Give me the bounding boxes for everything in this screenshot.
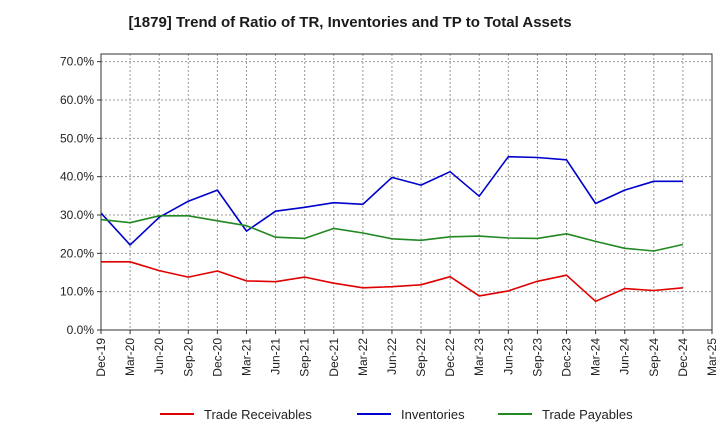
plot-frame bbox=[100, 53, 713, 331]
x-axis-ticks: Dec-19 Mar-20 Jun-20 Sep-20 Dec-20 Mar-21 Jun-… bbox=[94, 330, 719, 377]
x-tick-label: Mar-23 bbox=[472, 338, 486, 376]
x-tick-label: Sep-24 bbox=[647, 338, 661, 377]
x-tick-label: Jun-22 bbox=[385, 338, 399, 375]
x-tick-label: Dec-20 bbox=[210, 338, 224, 377]
y-tick-label: 40.0% bbox=[60, 170, 94, 184]
series-line-trade-receivables bbox=[101, 260, 683, 303]
x-tick-label: Sep-22 bbox=[414, 338, 428, 377]
legend-item: Inventories bbox=[357, 407, 465, 422]
y-tick-label: 50.0% bbox=[60, 131, 94, 145]
legend: Trade Receivables Inventories Trade Payabl… bbox=[160, 407, 633, 422]
x-tick-label: Mar-22 bbox=[356, 338, 370, 376]
x-tick-label: Dec-21 bbox=[327, 338, 341, 377]
y-tick-label: 30.0% bbox=[60, 208, 94, 222]
x-tick-label: Mar-24 bbox=[589, 338, 603, 376]
grid-lines bbox=[100, 54, 713, 331]
x-tick-label: Mar-21 bbox=[239, 338, 253, 376]
x-tick-label: Dec-23 bbox=[560, 338, 574, 377]
y-tick-label: 70.0% bbox=[60, 55, 94, 69]
x-tick-label: Mar-20 bbox=[123, 338, 137, 376]
y-tick-label: 20.0% bbox=[60, 246, 94, 260]
y-tick-label: 10.0% bbox=[60, 285, 94, 299]
x-tick-label: Mar-25 bbox=[705, 338, 719, 376]
x-tick-label: Dec-22 bbox=[443, 338, 457, 377]
x-tick-label: Dec-19 bbox=[94, 338, 108, 377]
x-tick-label: Jun-21 bbox=[269, 338, 283, 375]
series-lines bbox=[100, 155, 684, 303]
legend-label: Inventories bbox=[401, 407, 465, 422]
legend-item: Trade Payables bbox=[498, 407, 633, 422]
legend-label: Trade Receivables bbox=[204, 407, 312, 422]
series-line-inventories bbox=[100, 155, 683, 246]
x-tick-label: Jun-23 bbox=[501, 338, 515, 375]
x-tick-label: Dec-24 bbox=[676, 338, 690, 377]
x-tick-label: Jun-24 bbox=[618, 338, 632, 375]
y-tick-label: 0.0% bbox=[67, 323, 95, 337]
x-tick-label: Sep-23 bbox=[530, 338, 544, 377]
series-line-trade-payables bbox=[100, 215, 684, 252]
legend-label: Trade Payables bbox=[542, 407, 633, 422]
x-tick-label: Sep-20 bbox=[181, 338, 195, 377]
x-tick-label: Jun-20 bbox=[152, 338, 166, 375]
x-tick-label: Sep-21 bbox=[298, 338, 312, 377]
y-tick-label: 60.0% bbox=[60, 93, 94, 107]
legend-item: Trade Receivables bbox=[160, 407, 312, 422]
y-axis-ticks: 0.0% 10.0% 20.0% 30.0% 40.0% 50.0% 60.0% 70.0% bbox=[60, 55, 101, 337]
chart-title: [1879] Trend of Ratio of TR, Inventories… bbox=[128, 14, 572, 31]
